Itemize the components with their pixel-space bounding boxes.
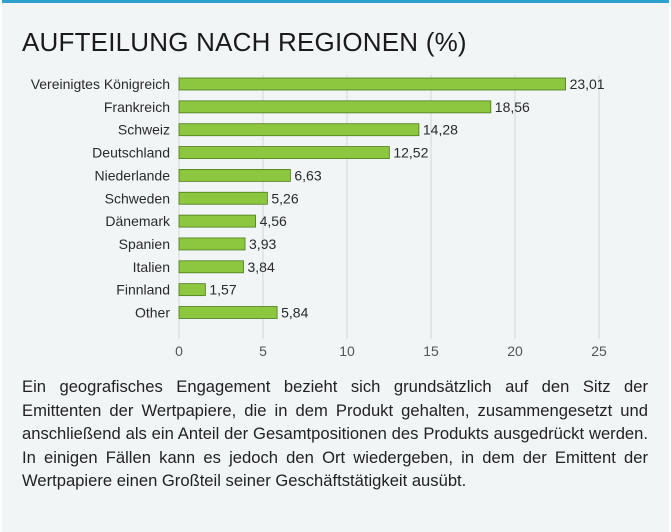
description-text: Ein geografisches Engagement bezieht sic… (22, 377, 648, 490)
x-tick-label: 25 (591, 343, 607, 359)
category-label: Finnland (116, 282, 170, 298)
bar (178, 283, 206, 297)
category-label: Schweden (105, 190, 170, 206)
category-label: Spanien (119, 236, 170, 252)
bar (178, 306, 278, 319)
bar (178, 260, 244, 274)
x-tick-label: 15 (423, 343, 439, 359)
x-tick-label: 5 (259, 343, 267, 359)
bar (178, 146, 390, 159)
category-label: Italien (133, 259, 170, 275)
category-label: Frankreich (104, 99, 170, 115)
data-label: 1,57 (209, 282, 236, 298)
data-label: 12,52 (393, 145, 428, 161)
data-label: 6,63 (294, 167, 321, 183)
data-label: 3,84 (248, 259, 275, 275)
category-label: Niederlande (95, 167, 171, 183)
bar (178, 214, 257, 228)
data-label: 18,56 (495, 99, 530, 115)
bar (178, 77, 566, 91)
data-label: 5,84 (281, 305, 308, 321)
bar (178, 191, 268, 205)
x-tick-label: 0 (175, 343, 183, 359)
bar (178, 123, 420, 137)
data-label: 5,26 (271, 190, 298, 206)
data-label: 4,56 (260, 213, 287, 229)
category-label: Schweiz (118, 122, 170, 138)
category-label: Dänemark (105, 213, 171, 229)
bar (178, 237, 246, 251)
x-tick-label: 20 (507, 343, 523, 359)
data-label: 3,93 (249, 236, 276, 252)
bar-chart: 0 5 10 15 20 25 Vereinigtes Königreich 23,01 Fra… (31, 75, 607, 359)
chart-title: AUFTEILUNG NACH REGIONEN (%) (22, 27, 467, 57)
data-label: 14,28 (423, 122, 458, 138)
x-tick-label: 10 (339, 343, 355, 359)
bar (178, 169, 291, 182)
category-label: Vereinigtes Königreich (31, 76, 170, 92)
data-label: 23,01 (570, 76, 605, 92)
category-label: Deutschland (92, 145, 170, 161)
category-label: Other (135, 305, 170, 321)
bar (178, 100, 492, 114)
